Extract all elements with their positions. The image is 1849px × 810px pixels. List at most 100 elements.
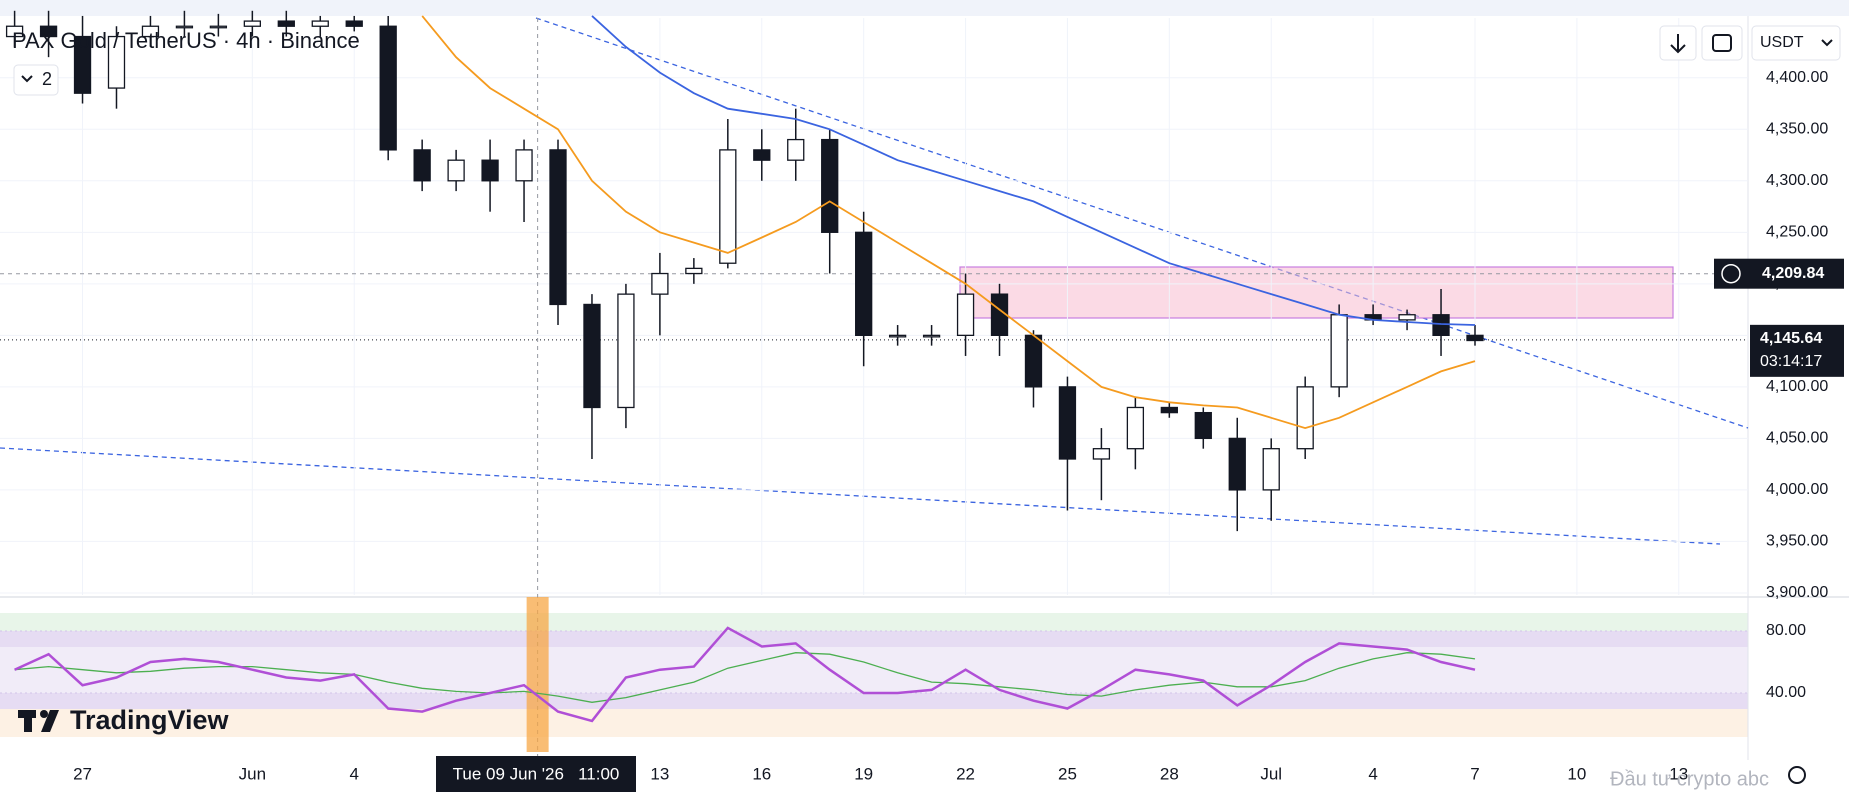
rsi-band bbox=[0, 693, 1748, 709]
indicator-count: 2 bbox=[42, 69, 52, 89]
candle-body bbox=[821, 138, 839, 233]
x-tick-label: Jul bbox=[1260, 764, 1282, 783]
candle-body bbox=[719, 149, 737, 264]
moving-average bbox=[591, 15, 1476, 326]
y-tick-label: 4,100.00 bbox=[1766, 378, 1828, 395]
rsi-signal bbox=[14, 652, 1476, 703]
crosshair-highlight bbox=[526, 597, 549, 752]
candle-body bbox=[1398, 314, 1416, 321]
brand-name: TradingView bbox=[70, 705, 230, 735]
arrow-icon bbox=[1670, 34, 1686, 54]
crosshair-time-label: Tue 09 Jun '26 11:00 bbox=[453, 764, 620, 783]
settings-icon[interactable] bbox=[1788, 766, 1806, 784]
crosshair-price-box bbox=[1714, 258, 1844, 289]
x-tick-label: 16 bbox=[752, 764, 771, 783]
candle-body bbox=[1330, 314, 1348, 388]
candle-body bbox=[413, 149, 431, 182]
last-price-label: 4,145.64 bbox=[1760, 330, 1822, 347]
candle-body bbox=[107, 35, 126, 89]
y-tick-label: 4,250.00 bbox=[1766, 224, 1828, 241]
x-tick-label: 4 bbox=[349, 764, 358, 783]
x-tick-label: 13 bbox=[650, 764, 669, 783]
candle-body bbox=[1262, 448, 1280, 491]
candle-body bbox=[787, 138, 805, 161]
top-strip bbox=[0, 0, 1849, 16]
y-tick-label: 4,300.00 bbox=[1766, 172, 1828, 189]
marks: 3,900.00 3,950.00 4,000.00 4,050.00 4,100.00… bbox=[0, 10, 1844, 792]
brand-logo bbox=[18, 710, 59, 732]
candle-body bbox=[1160, 406, 1178, 414]
crosshair-time-box bbox=[436, 756, 636, 792]
candle-body bbox=[651, 272, 669, 295]
candle-body bbox=[379, 25, 397, 151]
currency-select[interactable] bbox=[1751, 25, 1841, 61]
candle-body bbox=[141, 25, 160, 38]
candle-body bbox=[888, 334, 907, 338]
x-tick-label: 4 bbox=[1368, 764, 1377, 783]
candle-body bbox=[1058, 386, 1077, 460]
countdown: 03:14:17 bbox=[1760, 353, 1822, 370]
y-tick-label: 80.00 bbox=[1766, 622, 1806, 639]
candle-body bbox=[855, 231, 873, 336]
y-tick-label: 3,900.00 bbox=[1766, 584, 1828, 601]
last-price-box bbox=[1750, 324, 1844, 377]
chevron-icon bbox=[1821, 39, 1833, 47]
y-tick-label: 40.00 bbox=[1766, 684, 1806, 701]
candle-body bbox=[447, 159, 465, 182]
x-tick-label: Jun bbox=[239, 764, 266, 783]
candle-body bbox=[583, 303, 601, 409]
candle-body bbox=[549, 149, 567, 306]
candle-body bbox=[39, 25, 58, 38]
candle-body bbox=[753, 149, 771, 161]
rsi-band bbox=[0, 709, 1748, 737]
candle-body bbox=[685, 267, 703, 275]
x-tick-label: 22 bbox=[956, 764, 975, 783]
candle-body bbox=[345, 20, 363, 27]
rsi-band bbox=[0, 647, 1748, 693]
candle-body bbox=[277, 20, 295, 27]
currency: USDT bbox=[1760, 34, 1804, 51]
rsi-band bbox=[0, 613, 1748, 631]
x-tick-label: 13 bbox=[1669, 764, 1688, 783]
candle-body bbox=[1228, 437, 1246, 491]
candle-body bbox=[243, 20, 261, 27]
x-tick-label: 10 bbox=[1567, 764, 1586, 783]
fullscreen-icon bbox=[1712, 34, 1732, 52]
x-tick-label: 27 bbox=[73, 764, 92, 783]
candle-body bbox=[617, 293, 635, 409]
candle-body bbox=[1194, 411, 1212, 440]
candle-body bbox=[1126, 406, 1145, 450]
trend-line bbox=[535, 17, 1749, 429]
fullscreen-button[interactable] bbox=[1701, 25, 1743, 61]
y-tick-label: 3,950.00 bbox=[1766, 533, 1828, 550]
candle-body bbox=[1296, 386, 1314, 450]
y-tick-label: 4,350.00 bbox=[1766, 120, 1828, 137]
rsi-line bbox=[14, 626, 1476, 723]
x-tick-label: 7 bbox=[1470, 764, 1479, 783]
chevron-icon bbox=[21, 75, 33, 83]
candle-body bbox=[1024, 334, 1043, 388]
rsi-band bbox=[0, 631, 1748, 647]
moving-average bbox=[421, 15, 1476, 430]
candle-body bbox=[311, 20, 329, 27]
x-tick-label: 28 bbox=[1160, 764, 1179, 783]
crosshair-price-label: 4,209.84 bbox=[1762, 265, 1824, 282]
indicator-toggle[interactable] bbox=[13, 64, 59, 96]
watermark: Đầu tư crypto abc bbox=[1610, 768, 1769, 790]
candle-body bbox=[515, 149, 533, 182]
y-tick-label: 4,000.00 bbox=[1766, 481, 1828, 498]
candle-body bbox=[73, 35, 92, 94]
candle-body bbox=[481, 159, 499, 182]
candle-body bbox=[1092, 448, 1111, 460]
chart-title: PAX Gold / TetherUS · 4h · Binance bbox=[12, 28, 360, 53]
trend-line bbox=[0, 447, 1721, 545]
candle-body bbox=[5, 25, 24, 38]
x-tick-label: 25 bbox=[1058, 764, 1077, 783]
candle-body bbox=[956, 293, 975, 336]
y-tick-label: 4,400.00 bbox=[1766, 69, 1828, 86]
supply-zone bbox=[959, 266, 1674, 319]
y-tick-label: 4,050.00 bbox=[1766, 430, 1828, 447]
candle-body bbox=[209, 25, 228, 29]
candle-body bbox=[1466, 334, 1484, 342]
